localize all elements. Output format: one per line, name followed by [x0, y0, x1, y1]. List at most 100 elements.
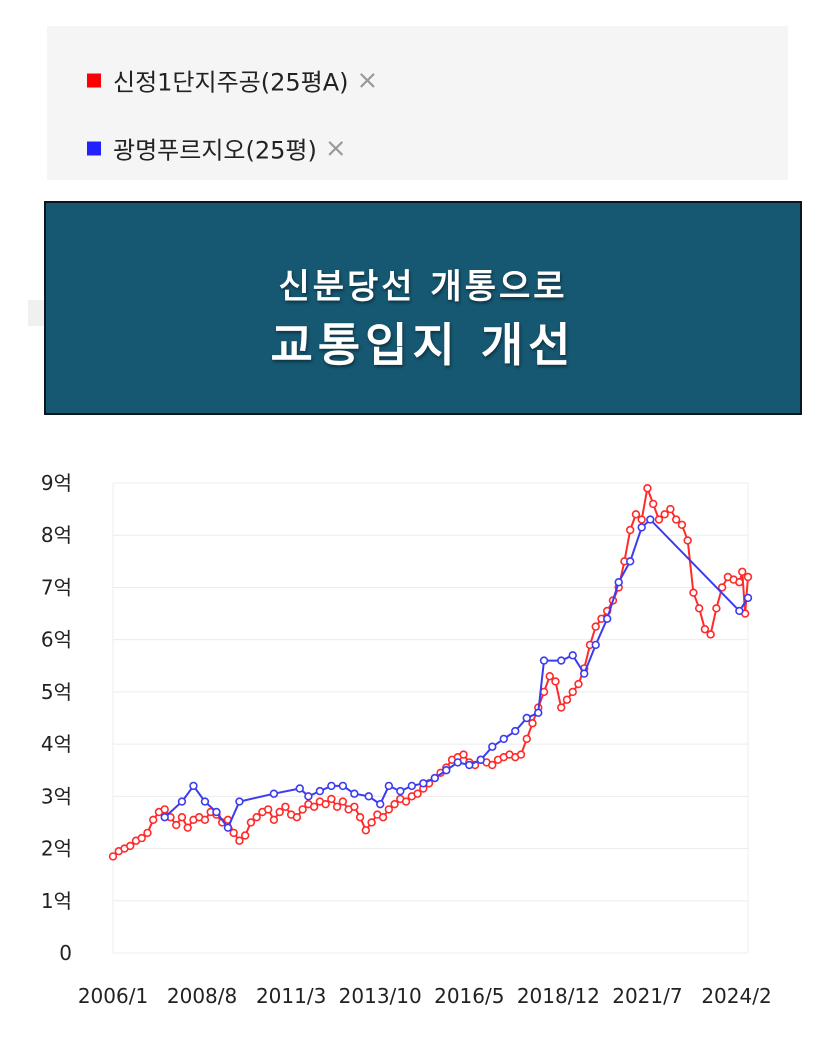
data-point[interactable] [177, 797, 187, 806]
data-point[interactable] [591, 622, 600, 631]
data-point[interactable] [200, 797, 210, 806]
data-point[interactable] [263, 805, 273, 814]
data-point[interactable] [281, 802, 290, 811]
data-point[interactable] [643, 484, 652, 493]
data-point[interactable] [580, 669, 589, 678]
data-point[interactable] [689, 588, 698, 597]
data-point[interactable] [735, 606, 744, 616]
data-point[interactable] [327, 794, 336, 804]
data-point[interactable] [350, 789, 359, 798]
data-point[interactable] [275, 807, 284, 817]
data-point[interactable] [735, 578, 744, 587]
legend-item-gwangmyeong[interactable]: 광명푸르지오(25평) × [87, 131, 347, 166]
data-point[interactable] [350, 802, 359, 811]
data-point[interactable] [677, 520, 687, 529]
data-point[interactable] [183, 823, 192, 832]
legend-item-sinjeong[interactable]: 신정1단지주공(25평A) × [87, 63, 378, 98]
data-point[interactable] [212, 807, 221, 817]
data-point[interactable] [327, 781, 336, 791]
data-point[interactable] [172, 820, 181, 830]
data-point[interactable] [338, 797, 348, 806]
data-point[interactable] [637, 515, 646, 524]
data-point[interactable] [304, 792, 313, 801]
data-point[interactable] [235, 797, 244, 806]
data-point[interactable] [390, 799, 399, 809]
data-point[interactable] [557, 656, 566, 665]
data-point[interactable] [355, 813, 365, 822]
data-point[interactable] [568, 651, 577, 660]
data-point[interactable] [614, 578, 623, 587]
data-point[interactable] [545, 672, 554, 681]
data-point[interactable] [177, 813, 187, 822]
data-point[interactable] [743, 593, 753, 603]
data-point[interactable] [384, 805, 394, 814]
data-point[interactable] [252, 813, 261, 822]
close-icon[interactable]: × [356, 65, 379, 95]
data-point[interactable] [568, 687, 577, 697]
data-point[interactable] [384, 781, 394, 791]
data-point[interactable] [376, 799, 385, 809]
data-point[interactable] [367, 818, 376, 827]
data-point[interactable] [574, 679, 583, 689]
data-point[interactable] [442, 766, 451, 775]
data-point[interactable] [459, 750, 468, 759]
data-point[interactable] [269, 815, 279, 825]
data-point[interactable] [309, 802, 319, 811]
data-point[interactable] [660, 510, 669, 519]
data-point[interactable] [413, 789, 422, 798]
data-point[interactable] [338, 781, 348, 791]
data-point[interactable] [683, 536, 692, 545]
data-point[interactable] [430, 773, 440, 783]
data-point[interactable] [528, 719, 537, 728]
data-point[interactable] [738, 567, 747, 576]
data-point[interactable] [378, 813, 388, 822]
data-point[interactable] [223, 823, 233, 832]
data-point[interactable] [235, 836, 244, 845]
data-point[interactable] [292, 813, 302, 822]
data-point[interactable] [712, 604, 721, 613]
data-point[interactable] [361, 826, 371, 835]
data-point[interactable] [108, 852, 118, 861]
data-point[interactable] [557, 703, 566, 712]
data-point[interactable] [637, 523, 646, 532]
data-point[interactable] [603, 614, 612, 623]
data-point[interactable] [332, 802, 342, 811]
data-point[interactable] [401, 797, 411, 806]
data-point[interactable] [143, 828, 152, 838]
data-point[interactable] [522, 713, 531, 723]
data-point[interactable] [743, 572, 753, 582]
data-point[interactable] [591, 640, 600, 650]
data-point[interactable] [189, 781, 198, 791]
data-point[interactable] [465, 760, 474, 770]
data-point[interactable] [646, 515, 655, 524]
data-point[interactable] [321, 799, 330, 809]
data-point[interactable] [511, 726, 520, 736]
data-point[interactable] [694, 604, 704, 613]
data-point[interactable] [666, 504, 675, 514]
data-point[interactable] [229, 828, 238, 838]
data-point[interactable] [419, 779, 428, 788]
data-point[interactable] [631, 510, 641, 519]
data-point[interactable] [488, 760, 497, 770]
data-point[interactable] [453, 758, 462, 767]
data-point[interactable] [671, 515, 681, 524]
data-point[interactable] [269, 789, 279, 798]
data-point[interactable] [364, 792, 373, 801]
data-point[interactable] [534, 708, 543, 717]
data-point[interactable] [522, 734, 531, 744]
data-point[interactable] [476, 755, 485, 764]
data-point[interactable] [700, 625, 710, 634]
data-point[interactable] [160, 805, 169, 814]
data-point[interactable] [562, 695, 572, 704]
data-point[interactable] [200, 815, 210, 825]
data-point[interactable] [625, 557, 635, 566]
data-point[interactable] [648, 499, 658, 509]
data-point[interactable] [396, 786, 405, 796]
close-icon[interactable]: × [324, 133, 347, 163]
data-point[interactable] [551, 677, 560, 686]
data-point[interactable] [717, 583, 727, 592]
data-point[interactable] [137, 833, 146, 843]
data-point[interactable] [407, 781, 417, 791]
data-point[interactable] [516, 750, 526, 759]
data-point[interactable] [654, 515, 664, 524]
